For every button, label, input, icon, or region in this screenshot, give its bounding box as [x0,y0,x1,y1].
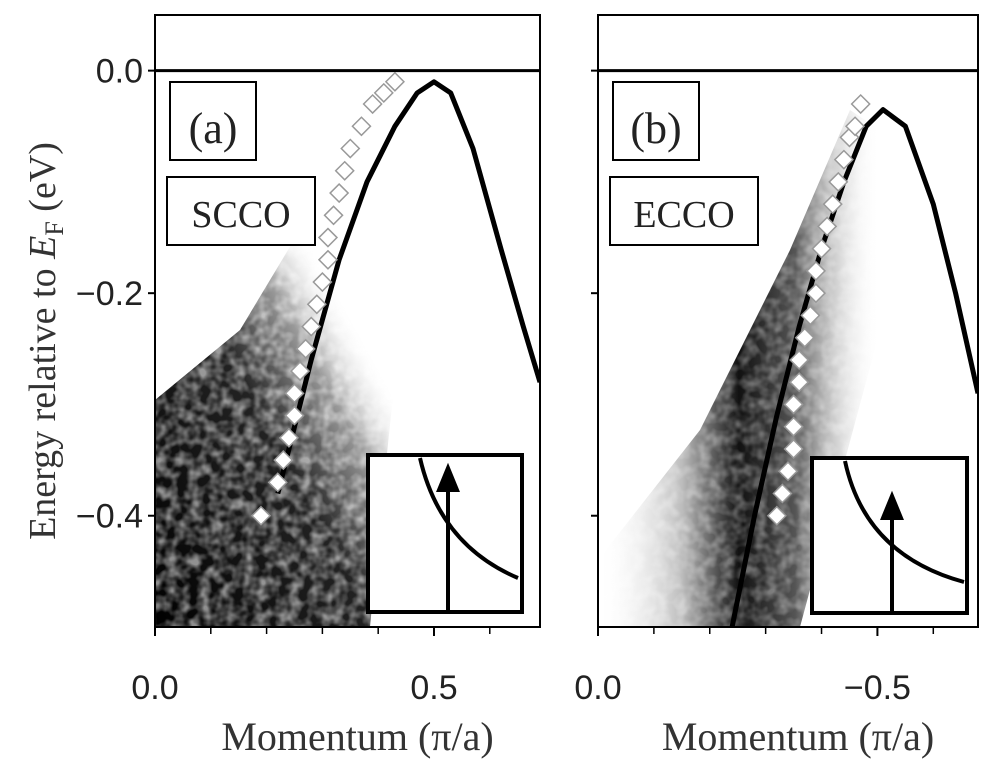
diamond-marker [844,116,866,137]
label-box [609,176,759,246]
diamond-marker [384,71,405,92]
x-tick-label: −0.5 [844,669,911,707]
diamond-marker [329,182,350,204]
diamond-marker [295,338,316,359]
diamond-marker [290,361,311,382]
sample-label: ECCO [633,194,734,236]
diamond-marker [828,171,849,192]
diamond-marker [777,461,799,482]
diamond-marker [833,149,854,170]
diamond-marker [340,138,361,159]
y-tick-label: 0.0 [96,53,143,91]
diamond-marker [301,316,322,337]
y-axis-label-text: Energy relative to [22,259,64,540]
diamond-marker [373,82,394,103]
panel-label: (b) [630,104,681,153]
diamond-marker [794,327,815,348]
diamond-marker [805,260,827,281]
diamond-marker [306,294,327,315]
diamond-marker [250,505,272,526]
diamond-marker [789,349,810,371]
y-tick-label: −0.4 [76,498,143,536]
diamond-marker [766,505,787,526]
inset [366,453,969,615]
diamond-marker [817,216,838,237]
y-axis-label-subscript: F [40,221,69,235]
diamond-marker [805,283,827,304]
diamond-marker [783,438,804,460]
plot-frame [154,14,541,628]
diamond-marker [312,271,333,293]
diamond-marker [822,194,843,215]
diamond-marker [323,205,344,226]
plot-layer: 0.0 −0.2 −0.4 0.0 0.5 Momentum (π/a) (a) SCCO En… [22,14,979,759]
y-axis-label-symbol: E [22,236,64,260]
x-tick-label: 0.0 [131,669,178,707]
x-axis-label: Momentum (π/a) [221,714,493,759]
diamond-marker [362,93,383,115]
y-axis-label: Energy relative to EF (eV) [22,142,69,540]
diamond-marker [284,405,305,426]
diamond-marker [800,305,821,326]
diamond-marker [273,450,294,471]
diamond-marker [789,372,810,393]
x-axis-label: Momentum (π/a) [662,714,934,759]
diamond-marker [284,383,305,404]
panel-label: (a) [189,104,238,153]
diamond-marker [334,160,355,181]
x-tick-label: 0.0 [574,669,621,707]
y-tick-label: −0.2 [76,275,143,313]
sample-label: SCCO [191,194,290,236]
diamond-marker [351,116,372,137]
y-axis-label-unit: (eV) [22,142,64,221]
diamond-marker [850,93,871,115]
diamond-marker [811,238,832,259]
diamond-marker [278,427,299,448]
curve [729,107,978,627]
diamond-marker [783,416,804,437]
diamond-marker [267,472,288,493]
diamond-marker [783,394,804,415]
diamond-marker [317,227,339,248]
label-box [166,176,316,246]
curve [275,79,540,495]
diamond-marker [772,483,793,504]
label-box [612,81,700,161]
plot-frame [597,14,979,628]
diamond-marker [317,249,339,270]
label-box [169,81,257,161]
x-tick-label: 0.5 [410,669,457,707]
